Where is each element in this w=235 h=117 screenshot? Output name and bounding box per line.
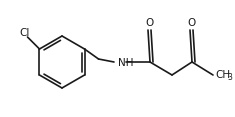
Text: O: O (145, 18, 153, 28)
Text: O: O (187, 18, 195, 28)
Text: NH: NH (118, 58, 133, 68)
Text: CH: CH (215, 70, 230, 80)
Text: 3: 3 (227, 73, 232, 82)
Text: Cl: Cl (19, 28, 30, 38)
